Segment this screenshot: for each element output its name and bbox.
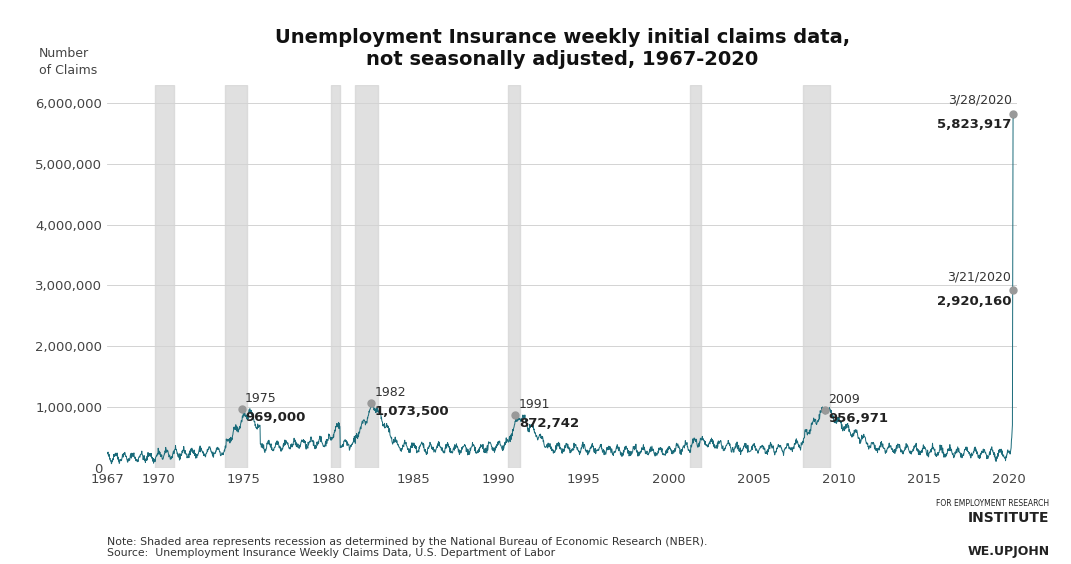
Bar xyxy=(803,85,830,468)
Text: 3/28/2020: 3/28/2020 xyxy=(948,93,1012,106)
Text: 1991: 1991 xyxy=(518,398,550,411)
Text: 872,742: 872,742 xyxy=(518,417,579,430)
Text: Number
of Claims: Number of Claims xyxy=(39,47,97,77)
Text: 5,823,917: 5,823,917 xyxy=(937,118,1012,131)
Title: Unemployment Insurance weekly initial claims data,
not seasonally adjusted, 1967: Unemployment Insurance weekly initial cl… xyxy=(275,28,849,69)
Text: 969,000: 969,000 xyxy=(245,411,305,424)
Text: FOR EMPLOYMENT RESEARCH: FOR EMPLOYMENT RESEARCH xyxy=(936,499,1050,508)
Text: 1975: 1975 xyxy=(245,393,276,406)
Text: Note: Shaded area represents recession as determined by the National Bureau of E: Note: Shaded area represents recession a… xyxy=(107,537,708,558)
Text: 2009: 2009 xyxy=(829,393,860,406)
Text: 1982: 1982 xyxy=(374,386,406,399)
Text: 2,920,160: 2,920,160 xyxy=(937,295,1011,308)
Bar xyxy=(356,85,378,468)
Bar xyxy=(331,85,340,468)
Bar xyxy=(155,85,174,468)
Text: INSTITUTE: INSTITUTE xyxy=(968,510,1050,525)
Text: 3/21/2020: 3/21/2020 xyxy=(948,270,1011,283)
Text: WE.UPJOHN: WE.UPJOHN xyxy=(967,545,1050,558)
Bar xyxy=(690,85,702,468)
Text: 956,971: 956,971 xyxy=(829,412,889,425)
Bar xyxy=(225,85,247,468)
Bar xyxy=(509,85,519,468)
Text: 1,073,500: 1,073,500 xyxy=(374,404,449,417)
